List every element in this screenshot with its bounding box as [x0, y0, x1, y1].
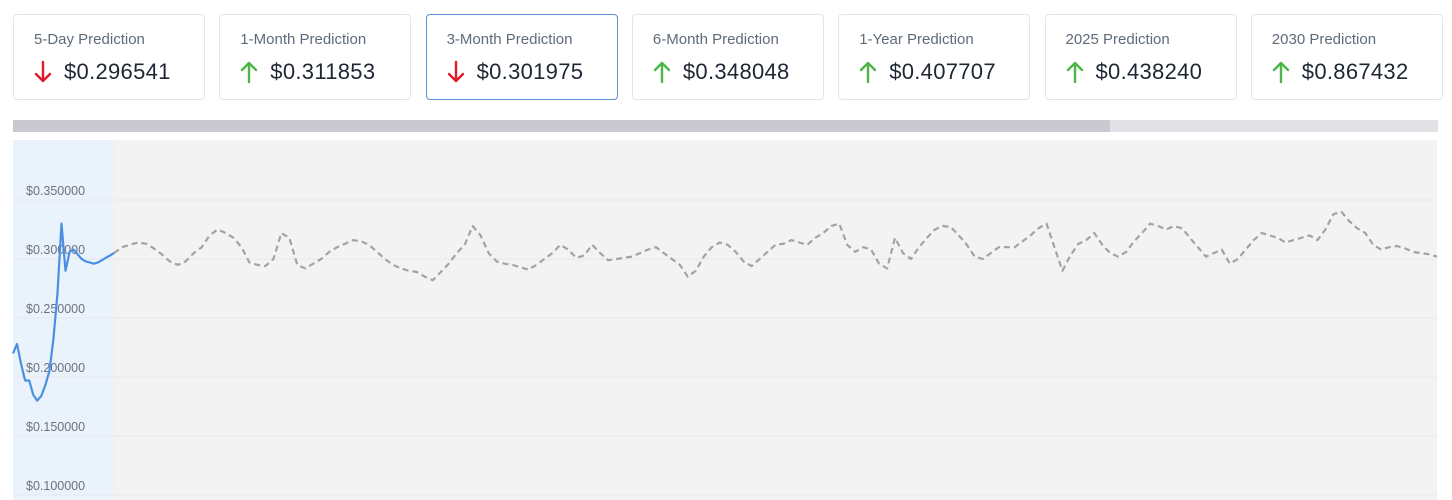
- forecast-series-line: [113, 210, 1438, 282]
- prediction-price: $0.867432: [1301, 59, 1409, 84]
- arrow-down-icon: [447, 60, 464, 83]
- prediction-price: $0.301975: [476, 59, 584, 84]
- prediction-label: 2025 Prediction: [1065, 31, 1170, 48]
- scrollbar-thumb[interactable]: [13, 120, 1111, 132]
- prediction-price: $0.296541: [64, 59, 171, 84]
- prediction-cards: 5-Day Prediction $0.296541 1-Month Predict…: [13, 14, 1452, 102]
- prediction-label: 1-Month Prediction: [240, 31, 367, 48]
- prediction-label: 1-Year Prediction: [859, 31, 974, 48]
- prediction-price: $0.311853: [270, 59, 376, 84]
- prediction-card[interactable]: 2030 Prediction $0.867432: [1250, 14, 1443, 100]
- prediction-label: 3-Month Prediction: [446, 31, 573, 48]
- prediction-card[interactable]: 2025 Prediction $0.438240: [1044, 14, 1237, 100]
- prediction-label: 2030 Prediction: [1271, 31, 1377, 48]
- prediction-card[interactable]: 1-Year Prediction $0.407707: [838, 14, 1031, 100]
- prediction-card[interactable]: 3-Month Prediction $0.301975: [425, 14, 618, 100]
- prediction-label: 6-Month Prediction: [652, 31, 779, 48]
- prediction-value: $0.301975: [447, 57, 584, 87]
- arrow-down-icon: [34, 60, 52, 83]
- prediction-price: $0.407707: [889, 59, 996, 84]
- prediction-card[interactable]: 1-Month Prediction $0.311853: [219, 14, 412, 100]
- prediction-value: $0.311853: [240, 57, 375, 87]
- prediction-value: $0.296541: [34, 57, 171, 87]
- arrow-up-icon: [241, 61, 258, 84]
- arrow-up-icon: [1272, 61, 1289, 84]
- y-tick-label: $0.100000: [26, 479, 85, 493]
- prediction-card[interactable]: 6-Month Prediction $0.348048: [631, 14, 824, 100]
- y-tick-label: $0.200000: [26, 361, 85, 375]
- arrow-up-icon: [859, 61, 877, 84]
- historical-series-line: [11, 222, 115, 402]
- y-tick-label: $0.350000: [26, 184, 85, 198]
- arrow-up-icon: [1066, 61, 1083, 84]
- forecast-region: [114, 140, 1437, 500]
- prediction-value: $0.348048: [653, 57, 790, 87]
- y-tick-label: $0.300000: [26, 243, 85, 257]
- prediction-label: 5-Day Prediction: [34, 31, 145, 48]
- horizontal-scrollbar[interactable]: [13, 120, 1438, 132]
- prediction-price: $0.348048: [682, 59, 790, 84]
- price-prediction-chart: $0.350000$0.300000$0.250000$0.200000$0.1…: [11, 140, 1438, 500]
- y-tick-label: $0.150000: [26, 420, 85, 434]
- arrow-up-icon: [653, 61, 671, 84]
- prediction-price: $0.438240: [1095, 59, 1203, 84]
- prediction-value: $0.407707: [859, 57, 996, 87]
- prediction-value: $0.438240: [1066, 57, 1203, 87]
- prediction-card[interactable]: 5-Day Prediction $0.296541: [13, 14, 205, 100]
- prediction-value: $0.867432: [1272, 57, 1409, 87]
